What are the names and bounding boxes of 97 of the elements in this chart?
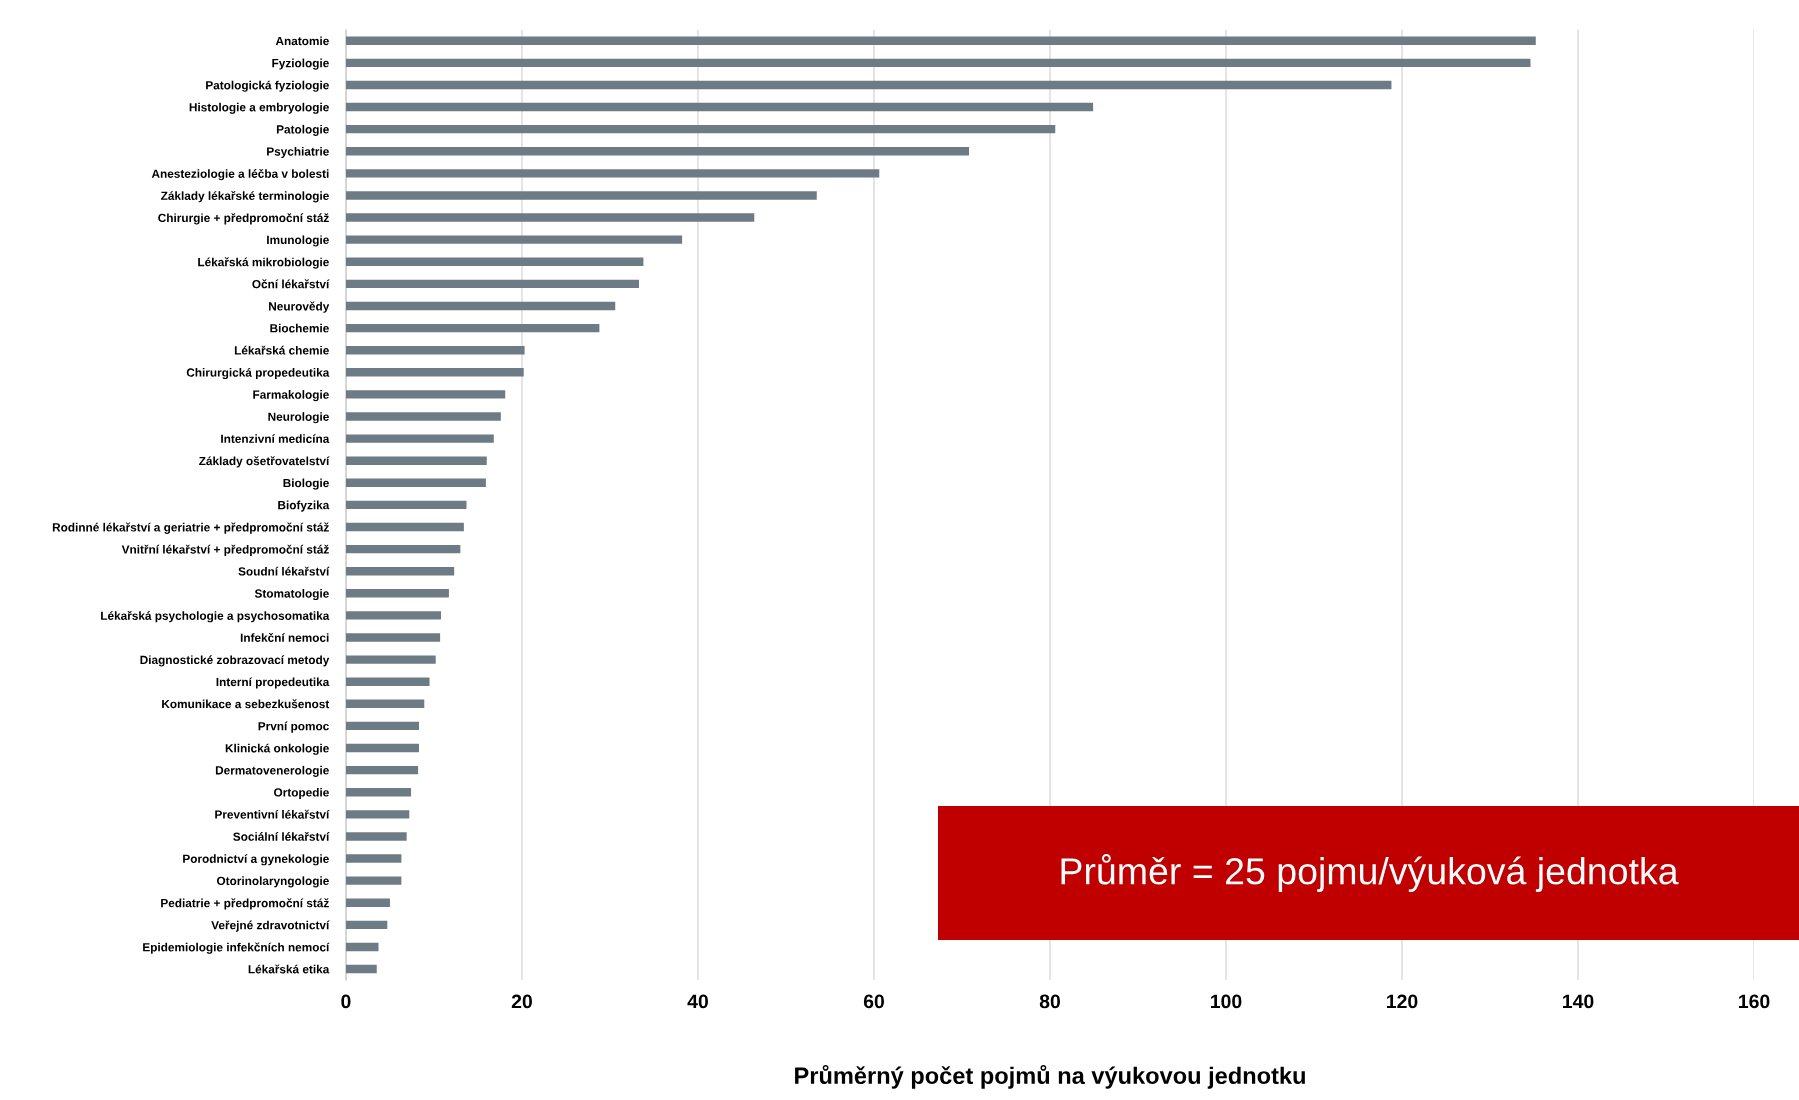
bar bbox=[345, 323, 600, 333]
y-tick-label: Histologie a embryologie bbox=[189, 102, 329, 114]
x-tick-label: 80 bbox=[1039, 994, 1060, 1009]
y-tick-label: Chirurgie + předpromoční stáž bbox=[158, 213, 329, 225]
y-tick-label: Dermatovenerologie bbox=[215, 765, 329, 777]
bar bbox=[345, 765, 419, 775]
bar bbox=[345, 743, 419, 753]
y-tick-label: Otorinolaryngologie bbox=[216, 876, 329, 888]
bar bbox=[345, 147, 970, 156]
bar bbox=[345, 942, 379, 952]
y-tick-label: Epidemiologie infekčních nemocí bbox=[143, 942, 330, 954]
y-tick-label: Základy lékařské terminologie bbox=[161, 191, 329, 203]
y-tick-label: Sociální lékařství bbox=[233, 831, 330, 841]
bar bbox=[345, 655, 436, 664]
bar bbox=[345, 876, 402, 885]
bar bbox=[345, 412, 501, 421]
y-tick-label: Lékařská chemie bbox=[234, 345, 329, 355]
y-tick-label: Fyziologie bbox=[272, 58, 329, 70]
x-tick-label: 60 bbox=[863, 994, 884, 1009]
bar bbox=[345, 567, 455, 576]
y-tick-label: Anesteziologie a léčba v bolesti bbox=[151, 168, 329, 181]
y-tick-label: Interní propedeutika bbox=[216, 677, 330, 689]
bar bbox=[345, 102, 1094, 112]
bar bbox=[345, 500, 467, 510]
bar bbox=[345, 58, 1531, 68]
y-tick-label: Diagnostické zobrazovací metody bbox=[140, 655, 330, 667]
y-tick-label: Imunologie bbox=[267, 235, 329, 247]
bar bbox=[345, 810, 410, 819]
y-tick-label: Biologie bbox=[283, 478, 329, 490]
bar bbox=[345, 301, 616, 311]
y-tick-label: Soudní lékařství bbox=[238, 566, 330, 576]
y-tick-label: Lékařská etika bbox=[248, 964, 330, 974]
bar bbox=[345, 124, 1056, 134]
x-tick-label: 40 bbox=[687, 994, 708, 1009]
y-tick-label: Chirurgická propedeutika bbox=[186, 367, 330, 380]
bar bbox=[345, 854, 402, 863]
bar bbox=[345, 478, 486, 487]
bar bbox=[345, 544, 461, 554]
y-tick-label: Neurologie bbox=[268, 412, 329, 424]
y-tick-label: Intenzivní medicína bbox=[221, 434, 330, 443]
y-tick-label: Preventivní lékařství bbox=[215, 809, 330, 819]
y-tick-label: Lékařská psychologie a psychosomatika bbox=[101, 611, 330, 623]
bar bbox=[345, 920, 388, 930]
x-tick-label: 120 bbox=[1387, 994, 1418, 1009]
y-tick-label: Patologická fyziologie bbox=[206, 80, 329, 92]
bar bbox=[345, 345, 525, 355]
annotation: Průměr = 25 pojmu/výuková jednotka bbox=[1061, 853, 1679, 892]
bar bbox=[345, 677, 430, 686]
bar bbox=[345, 964, 377, 974]
bar bbox=[345, 522, 464, 532]
y-tick-label: Oční lékařství bbox=[252, 279, 330, 289]
bar bbox=[345, 80, 1392, 90]
y-tick-label: Rodinné lékařství a geriatrie + předpromoční stáž bbox=[52, 522, 329, 534]
x-tick-label: 0 bbox=[341, 994, 351, 1009]
bar bbox=[345, 456, 487, 465]
x-tick-label: 100 bbox=[1211, 994, 1242, 1009]
bar bbox=[345, 434, 494, 443]
y-tick-label: Infekční nemoci bbox=[240, 632, 329, 642]
bar bbox=[345, 213, 755, 222]
y-tick-label: Porodnictví a gynekologie bbox=[183, 854, 329, 866]
x-tick-label: 140 bbox=[1563, 994, 1594, 1009]
bar bbox=[345, 788, 412, 797]
y-tick-label: Patologie bbox=[276, 124, 329, 136]
y-tick-label: Veřejné zdravotnictví bbox=[211, 920, 330, 932]
bar bbox=[345, 368, 524, 377]
y-tick-label: Psychiatrie bbox=[267, 146, 329, 158]
y-tick-label: Vnitřní lékařství + předpromoční stáž bbox=[121, 544, 329, 556]
x-tick-label: 20 bbox=[511, 994, 532, 1009]
bar bbox=[345, 589, 449, 598]
bar bbox=[345, 611, 441, 620]
y-tick-label: Neurovědy bbox=[269, 301, 330, 313]
bar bbox=[345, 191, 817, 200]
x-axis-title: Průměrný počet pojmů na výukovou jednotku bbox=[795, 1064, 1305, 1089]
bar bbox=[345, 36, 1536, 45]
bar bbox=[345, 235, 683, 244]
bar bbox=[345, 257, 644, 266]
bar bbox=[345, 832, 407, 841]
y-tick-label: Lékařská mikrobiologie bbox=[198, 257, 329, 269]
y-tick-label: První pomoc bbox=[258, 721, 329, 733]
bar bbox=[345, 169, 880, 178]
y-tick-label: Farmakologie bbox=[253, 390, 329, 402]
y-tick-label: Komunikace a sebezkušenost bbox=[162, 699, 330, 709]
y-tick-label: Anatomie bbox=[275, 36, 329, 46]
y-tick-label: Biochemie bbox=[270, 323, 329, 333]
y-tick-label: Pediatrie + předpromoční stáž bbox=[161, 898, 329, 910]
bar bbox=[345, 390, 506, 399]
bar bbox=[345, 633, 441, 642]
y-tick-label: Stomatologie bbox=[254, 589, 329, 601]
bar bbox=[345, 279, 639, 289]
bar bbox=[345, 699, 425, 709]
bar bbox=[345, 721, 419, 731]
y-tick-label: Základy ošetřovatelství bbox=[199, 456, 330, 468]
y-tick-label: Ortopedie bbox=[274, 787, 329, 799]
y-tick-label: Klinická onkologie bbox=[225, 743, 329, 755]
y-tick-label: Biofyzika bbox=[278, 500, 330, 512]
x-tick-label: 160 bbox=[1739, 994, 1770, 1009]
bar bbox=[345, 898, 390, 907]
